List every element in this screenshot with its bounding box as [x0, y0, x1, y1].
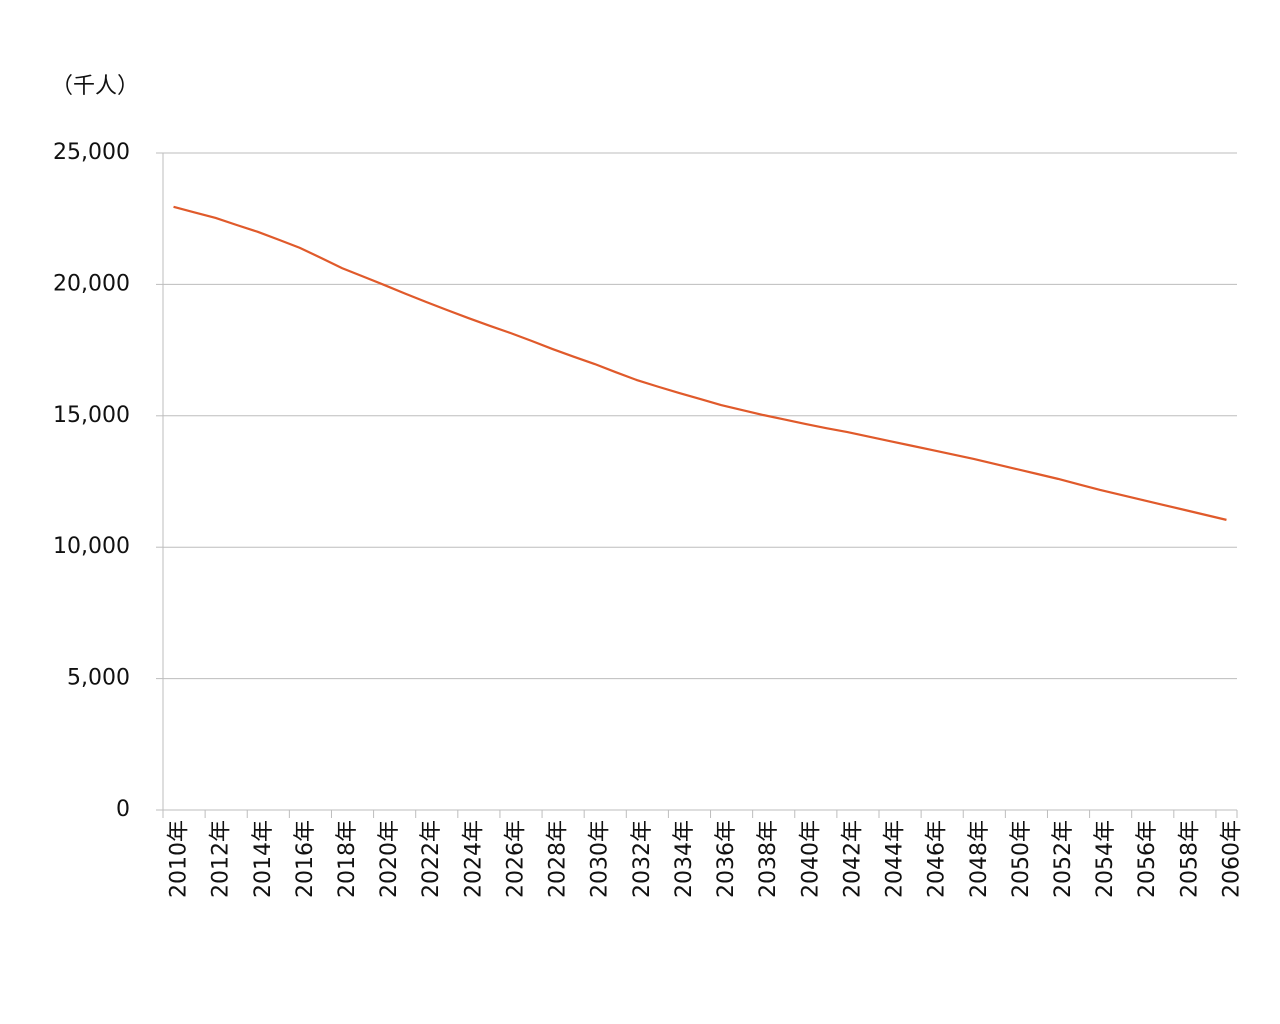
x-tick-label: 2060年	[1219, 820, 1244, 898]
x-tick-label: 2028年	[546, 820, 571, 898]
x-tick-label: 2016年	[293, 820, 318, 898]
x-tick-label: 2012年	[209, 820, 234, 898]
x-tick-label: 2032年	[630, 820, 655, 898]
y-tick-label: 15,000	[53, 403, 130, 428]
y-axis-unit: （千人）	[51, 74, 139, 99]
x-tick-label: 2018年	[335, 820, 360, 898]
x-tick-label: 2040年	[798, 820, 823, 898]
x-tick-label: 2024年	[461, 820, 486, 898]
y-tick-label: 10,000	[53, 534, 130, 559]
x-tick-label: 2036年	[714, 820, 739, 898]
x-tick-label: 2026年	[503, 820, 528, 898]
x-tick-label: 2020年	[377, 820, 402, 898]
x-tick-label: 2054年	[1093, 820, 1118, 898]
x-tick-label: 2056年	[1135, 820, 1160, 898]
x-tick-label: 2044年	[883, 820, 908, 898]
x-tick-label: 2014年	[251, 820, 276, 898]
data-line	[173, 205, 1227, 521]
x-tick-label: 2052年	[1051, 820, 1076, 898]
y-tick-label: 20,000	[53, 271, 130, 296]
y-tick-label: 25,000	[53, 140, 130, 165]
x-tick-label: 2034年	[672, 820, 697, 898]
y-tick-label: 5,000	[67, 666, 130, 691]
x-tick-label: 2058年	[1177, 820, 1202, 898]
x-tick-label: 2022年	[419, 820, 444, 898]
x-tick-label: 2046年	[925, 820, 950, 898]
x-tick-label: 2010年	[167, 820, 192, 898]
x-tick-label: 2048年	[967, 820, 992, 898]
x-tick-label: 2030年	[588, 820, 613, 898]
x-tick-label: 2042年	[840, 820, 865, 898]
y-tick-label: 0	[116, 797, 130, 822]
x-tick-label: 2050年	[1009, 820, 1034, 898]
x-tick-label: 2038年	[756, 820, 781, 898]
